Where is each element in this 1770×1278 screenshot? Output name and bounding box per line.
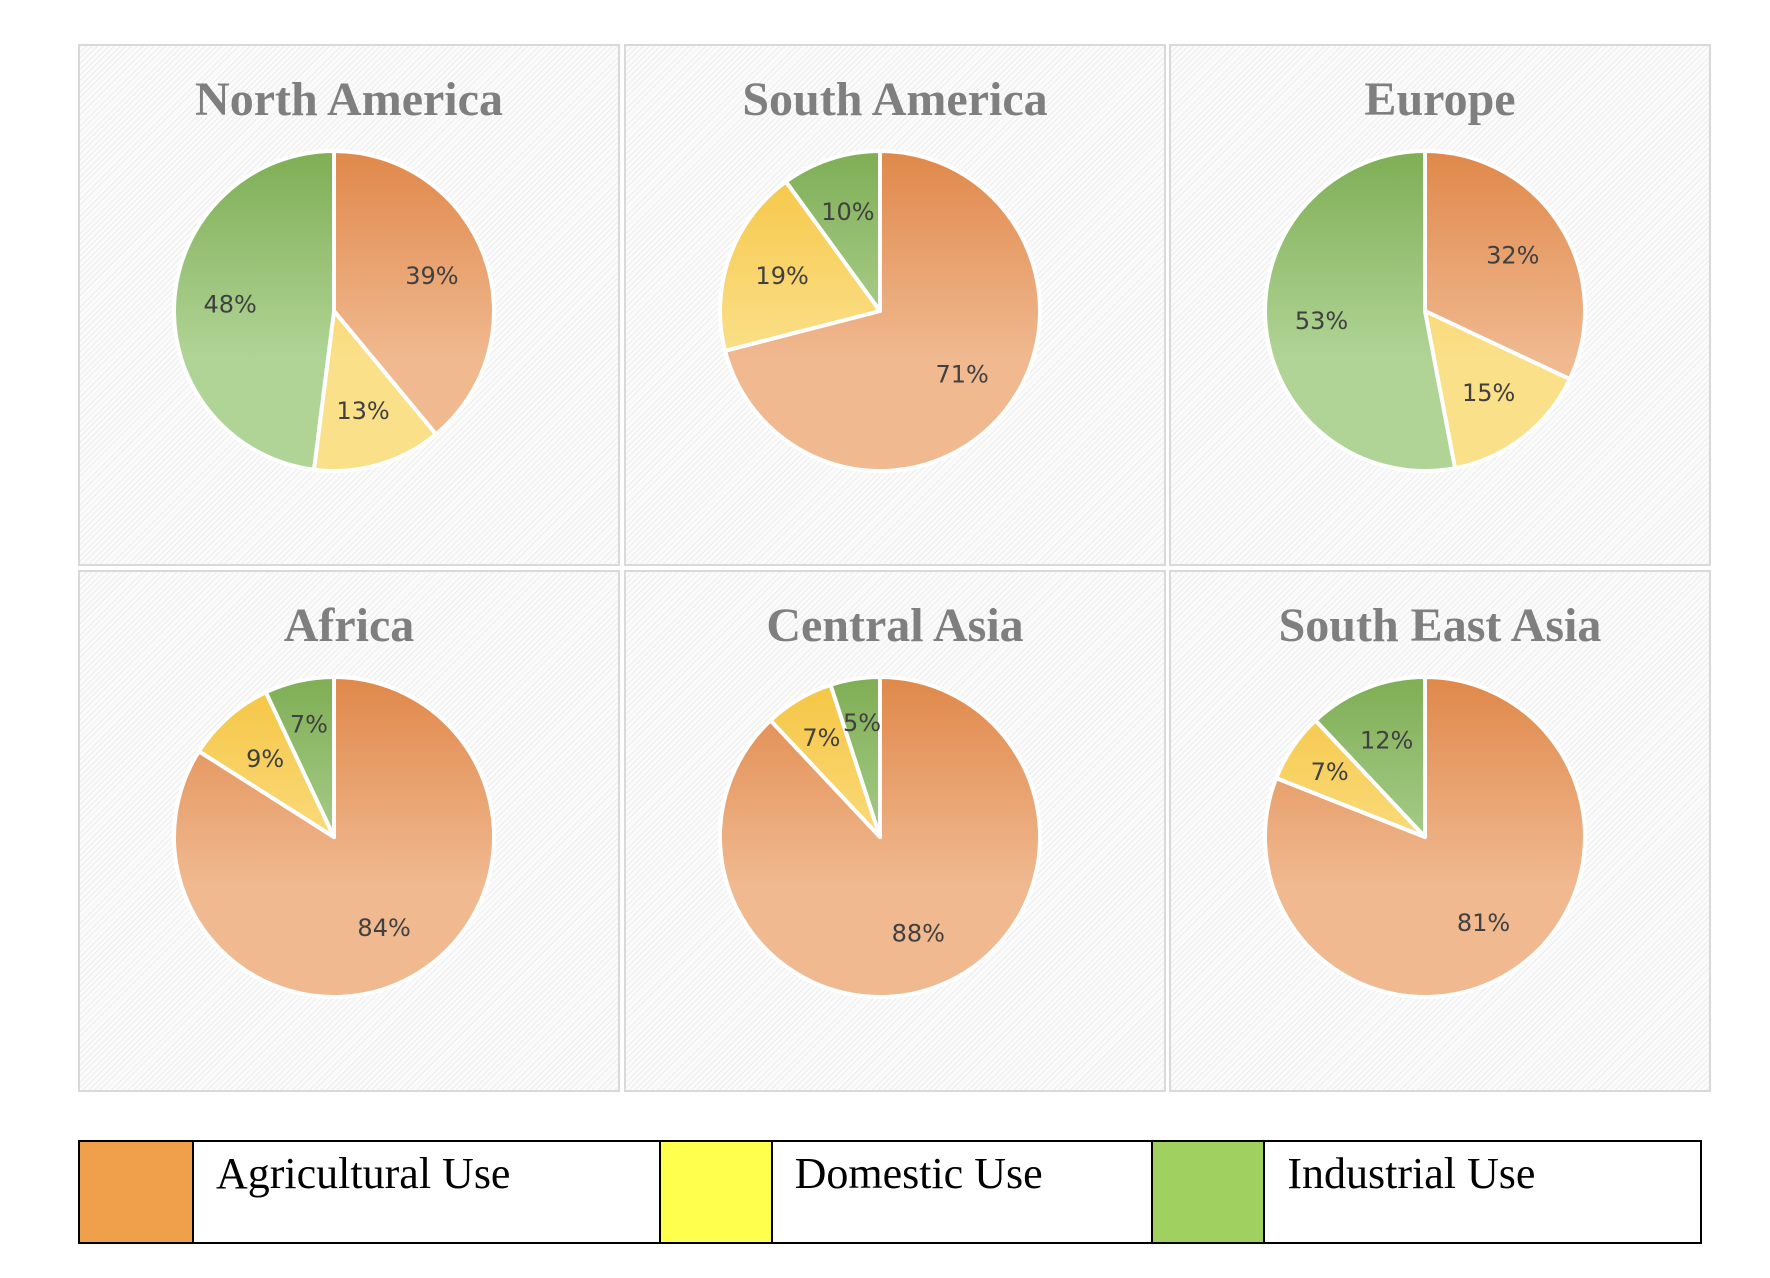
legend-swatch-agricultural (80, 1142, 194, 1242)
pie-label-domestic: 15% (1462, 379, 1515, 407)
pie-label-industrial: 53% (1295, 307, 1348, 335)
pie-slice-agricultural (332, 149, 496, 437)
pie-panel: South East Asia 81% 7% 12% (1169, 570, 1711, 1092)
pie-panel: Africa 84% 9% 7% (78, 570, 620, 1092)
pie-slice-agricultural (1423, 149, 1587, 382)
pie-panel: South America 71% 19% 10% (624, 44, 1166, 566)
pie-label-agricultural: 81% (1457, 909, 1510, 937)
pie-slice-industrial (1313, 675, 1427, 839)
legend: Agricultural Use Domestic Use Industrial… (78, 1140, 1702, 1244)
pie-label-industrial: 48% (204, 291, 257, 319)
pie-label-domestic: 13% (336, 397, 389, 425)
pie-chart: 88% 7%5% (718, 675, 1042, 999)
pie-title: Europe (1364, 73, 1516, 126)
pie-slice-domestic (718, 179, 882, 353)
pie-label-domestic: 7% (802, 724, 840, 752)
pie-label-agricultural: 71% (936, 361, 989, 389)
pie-title: North America (195, 73, 503, 126)
pie-slice-industrial (263, 675, 336, 839)
pie-chart: 71% 19% 10% (718, 149, 1043, 473)
pie-chart: 32% 15% 53% (1263, 149, 1587, 473)
pie-label-industrial: 12% (1360, 726, 1413, 754)
pie-label-domestic: 9% (246, 745, 284, 773)
pie-label-industrial: 10% (821, 198, 874, 226)
pie-title: South America (742, 73, 1048, 126)
pie-label-agricultural: 88% (892, 920, 945, 948)
legend-label-agricultural: Agricultural Use (216, 1149, 511, 1198)
pie-chart: 84% 9%7% (172, 675, 496, 999)
legend-item-industrial: Industrial Use (1151, 1142, 1700, 1242)
pie-slice-domestic (311, 309, 438, 474)
pie-slice-industrial (1263, 149, 1457, 473)
pie-label-industrial: 5% (843, 709, 881, 737)
pie-slice-agricultural (723, 149, 1043, 473)
pie-panel: Central Asia 88% 7% 5% (624, 570, 1166, 1092)
pie-title: South East Asia (1278, 599, 1602, 652)
pie-slice-industrial (171, 149, 336, 472)
legend-label-industrial: Industrial Use (1287, 1149, 1536, 1198)
pie-panel: North America 39% 13% 48% (78, 44, 620, 566)
pie-label-domestic: 19% (755, 262, 808, 290)
legend-item-agricultural: Agricultural Use (80, 1142, 659, 1242)
pie-title: Central Asia (766, 599, 1024, 652)
pie-label-agricultural: 32% (1486, 241, 1539, 269)
pie-slice-industrial (828, 675, 882, 839)
pie-label-agricultural: 84% (357, 914, 410, 942)
legend-swatch-domestic (658, 1142, 773, 1242)
pie-label-industrial: 7% (290, 711, 328, 739)
pie-title: Africa (283, 599, 415, 652)
pie-label-agricultural: 39% (405, 262, 458, 290)
legend-swatch-industrial (1151, 1142, 1266, 1242)
pie-chart: 39% 13% 48% (171, 149, 496, 474)
pie-slice-industrial (783, 149, 882, 313)
pie-label-domestic: 7% (1311, 758, 1349, 786)
pie-slice-domestic (1423, 309, 1572, 471)
pie-chart: 81% 7% 12% (1263, 675, 1588, 999)
legend-label-domestic: Domestic Use (794, 1149, 1043, 1198)
legend-item-domestic: Domestic Use (658, 1142, 1152, 1242)
pie-panel: Europe 32% 15% 53% (1169, 44, 1711, 566)
